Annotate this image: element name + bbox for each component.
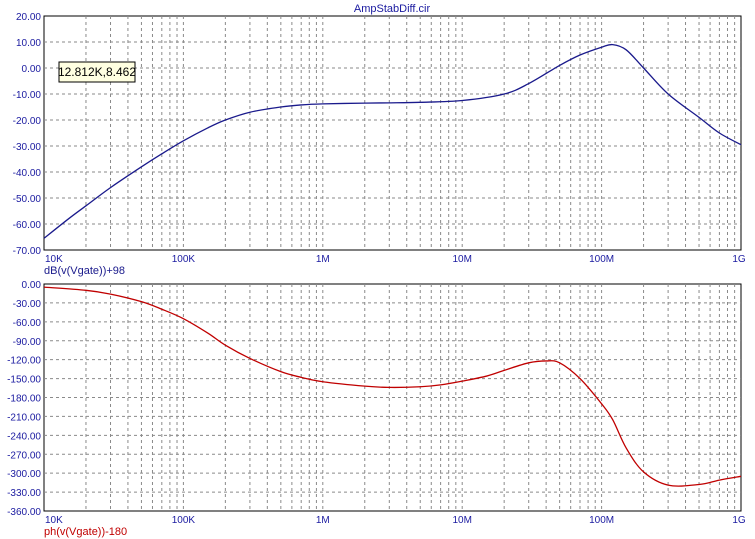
- y-tick-label: -120.00: [7, 356, 41, 367]
- y-tick-label: -30.00: [13, 142, 42, 153]
- y-tick-label: -60.00: [13, 318, 42, 329]
- phase-series-label: ph(v(Vgate))-180: [44, 526, 127, 538]
- x-tick-label: 1G: [732, 515, 746, 526]
- y-tick-label: -180.00: [7, 394, 41, 405]
- plot-area: [43, 15, 742, 251]
- x-tick-label: 1G: [732, 254, 746, 265]
- y-tick-label: -270.00: [7, 450, 41, 461]
- y-tick-label: -50.00: [13, 194, 42, 205]
- x-tick-label: 10K: [45, 254, 63, 265]
- x-tick-label: 100M: [589, 515, 614, 526]
- x-tick-label: 1M: [316, 515, 330, 526]
- y-tick-label: -300.00: [7, 469, 41, 480]
- phase-plot[interactable]: 0.00 -30.00 -60.00 -90.00 -120.00 -150.00 -180…: [7, 280, 746, 526]
- x-tick-label: 100M: [589, 254, 614, 265]
- y-tick-label: -360.00: [7, 507, 41, 518]
- y-tick-label: 0.00: [22, 64, 42, 75]
- y-tick-label: -60.00: [13, 220, 42, 231]
- y-tick-label: -330.00: [7, 488, 41, 499]
- series-line: [43, 43, 742, 239]
- y-tick-label: -40.00: [13, 168, 42, 179]
- y-tick-label: -10.00: [13, 90, 42, 101]
- series-line: [43, 286, 742, 487]
- y-tick-label: -240.00: [7, 431, 41, 442]
- y-tick-label: 10.00: [16, 38, 41, 49]
- y-tick-label: 20.00: [16, 12, 41, 23]
- x-tick-label: 100K: [172, 254, 196, 265]
- y-tick-label: -20.00: [13, 116, 42, 127]
- chart-title: AmpStabDiff.cir: [354, 3, 431, 15]
- magnitude-plot[interactable]: 20.00 10.00 0.00 -10.00 -20.00 -30.00 -40.00 -5…: [13, 12, 746, 265]
- x-tick-label: 10K: [45, 515, 63, 526]
- y-tick-label: -30.00: [13, 299, 42, 310]
- y-tick-label: -210.00: [7, 412, 41, 423]
- x-tick-label: 1M: [316, 254, 330, 265]
- cursor-readout: 12.812K,8.462: [58, 65, 136, 79]
- y-tick-label: -70.00: [13, 246, 42, 257]
- cursor-readout-background: [58, 61, 136, 83]
- x-tick-label: 100K: [172, 515, 196, 526]
- y-tick-label: 0.00: [22, 280, 42, 291]
- x-tick-label: 10M: [452, 515, 471, 526]
- x-tick-label: 10M: [452, 254, 471, 265]
- y-tick-label: -150.00: [7, 375, 41, 386]
- magnitude-series-label: dB(v(Vgate))+98: [44, 265, 125, 277]
- cursor-readout-box[interactable]: 12.812K,8.462: [58, 61, 136, 83]
- y-tick-label: -90.00: [13, 337, 42, 348]
